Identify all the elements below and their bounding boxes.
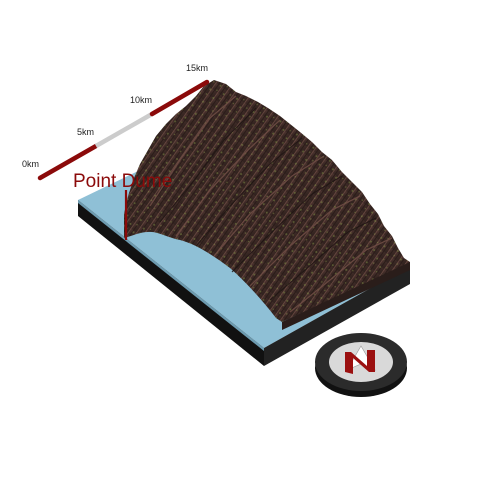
- land-vegetation: [124, 80, 410, 322]
- scale-tick-0: 0km: [22, 159, 39, 169]
- base-side-right: [264, 266, 410, 366]
- place-label: Point Dume: [73, 171, 172, 192]
- scale-tick-15: 15km: [186, 63, 208, 73]
- scale-segment-3: [149, 79, 210, 117]
- terrain-cliff-right: [282, 262, 410, 330]
- scale-segment-1: [37, 143, 99, 181]
- terrain-relief: [124, 80, 410, 330]
- base-side-left: [78, 200, 264, 366]
- scale-bar: 0km 5km 10km 15km: [22, 63, 210, 181]
- scale-segment-2: [94, 112, 154, 148]
- north-arrow-icon: [315, 333, 407, 397]
- place-marker: Point Dume: [73, 171, 172, 240]
- scale-tick-5: 5km: [77, 127, 94, 137]
- scale-tick-10: 10km: [130, 95, 152, 105]
- ridge-lines: [149, 95, 393, 313]
- valley-shadows: [159, 107, 377, 301]
